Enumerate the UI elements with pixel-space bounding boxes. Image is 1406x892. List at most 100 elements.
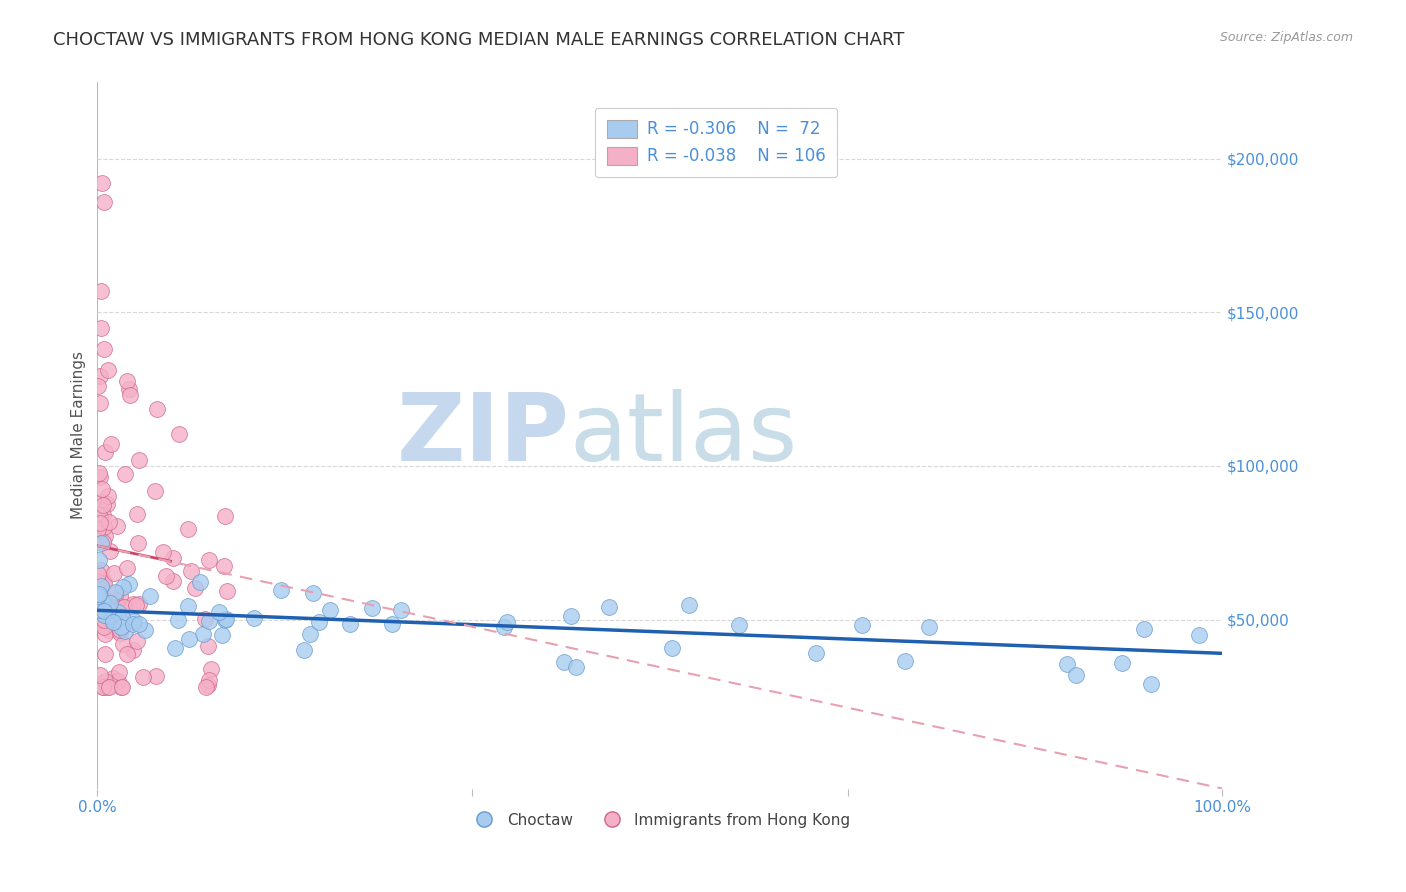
Point [100, 437, 122, 451]
Point [146, 401, 169, 416]
Point [87, 522, 110, 536]
Point [553, 655, 575, 669]
Point [93, 648, 115, 662]
Point [118, 382, 141, 396]
Point [98, 623, 121, 637]
Point [121, 597, 143, 611]
Point [107, 665, 129, 679]
Point [100, 544, 122, 558]
Point [86, 575, 108, 590]
Point [90, 579, 112, 593]
Point [87, 567, 110, 582]
Point [110, 590, 132, 604]
Point [97, 613, 120, 627]
Point [90, 320, 112, 334]
Point [339, 617, 361, 632]
Point [145, 669, 167, 683]
Point [111, 609, 134, 624]
Point [125, 634, 148, 648]
Point [1132, 622, 1154, 636]
Point [162, 551, 184, 566]
Point [107, 605, 129, 619]
Point [91, 574, 114, 588]
Point [1064, 667, 1087, 681]
Point [167, 427, 190, 442]
Point [89, 516, 111, 530]
Point [128, 597, 150, 611]
Point [308, 615, 330, 630]
Point [89, 595, 111, 609]
Point [894, 654, 917, 668]
Point [107, 673, 129, 688]
Point [138, 589, 160, 603]
Point [89, 589, 111, 603]
Point [101, 602, 124, 616]
Text: CHOCTAW VS IMMIGRANTS FROM HONG KONG MEDIAN MALE EARNINGS CORRELATION CHART: CHOCTAW VS IMMIGRANTS FROM HONG KONG MED… [53, 31, 905, 49]
Point [214, 508, 236, 523]
Point [103, 608, 125, 623]
Point [91, 680, 114, 694]
Point [97, 363, 120, 377]
Point [89, 508, 111, 522]
Point [197, 639, 219, 653]
Point [89, 667, 111, 681]
Point [87, 603, 110, 617]
Point [1139, 676, 1161, 690]
Point [87, 587, 110, 601]
Point [93, 603, 115, 617]
Point [678, 598, 700, 612]
Point [118, 576, 141, 591]
Point [87, 466, 110, 480]
Point [86, 378, 108, 392]
Point [389, 603, 412, 617]
Point [105, 586, 128, 600]
Point [495, 615, 517, 630]
Point [127, 535, 149, 549]
Point [89, 470, 111, 484]
Point [91, 508, 114, 522]
Text: atlas: atlas [569, 389, 799, 481]
Point [121, 643, 143, 657]
Point [177, 599, 200, 613]
Text: ZIP: ZIP [396, 389, 569, 481]
Point [132, 670, 155, 684]
Point [145, 483, 167, 498]
Y-axis label: Median Male Earnings: Median Male Earnings [72, 351, 86, 519]
Point [100, 603, 122, 617]
Point [91, 596, 114, 610]
Point [215, 612, 238, 626]
Point [91, 534, 114, 549]
Text: Source: ZipAtlas.com: Source: ZipAtlas.com [1219, 31, 1353, 45]
Point [93, 498, 115, 512]
Point [90, 284, 112, 298]
Point [93, 575, 115, 590]
Point [110, 680, 132, 694]
Point [851, 618, 873, 632]
Point [1111, 657, 1133, 671]
Point [301, 585, 323, 599]
Point [214, 613, 236, 627]
Point [1187, 628, 1209, 642]
Point [122, 614, 145, 628]
Point [97, 608, 120, 623]
Point [108, 623, 131, 637]
Point [152, 545, 174, 559]
Point [110, 620, 132, 634]
Point [319, 602, 342, 616]
Point [96, 593, 118, 607]
Point [87, 589, 110, 603]
Point [101, 614, 124, 628]
Point [91, 680, 114, 694]
Point [270, 583, 292, 598]
Point [115, 648, 138, 662]
Point [134, 624, 156, 638]
Point [167, 613, 190, 627]
Point [215, 583, 238, 598]
Point [598, 600, 620, 615]
Point [94, 626, 117, 640]
Point [180, 564, 202, 578]
Point [96, 497, 118, 511]
Point [292, 643, 315, 657]
Point [804, 646, 827, 660]
Point [90, 563, 112, 577]
